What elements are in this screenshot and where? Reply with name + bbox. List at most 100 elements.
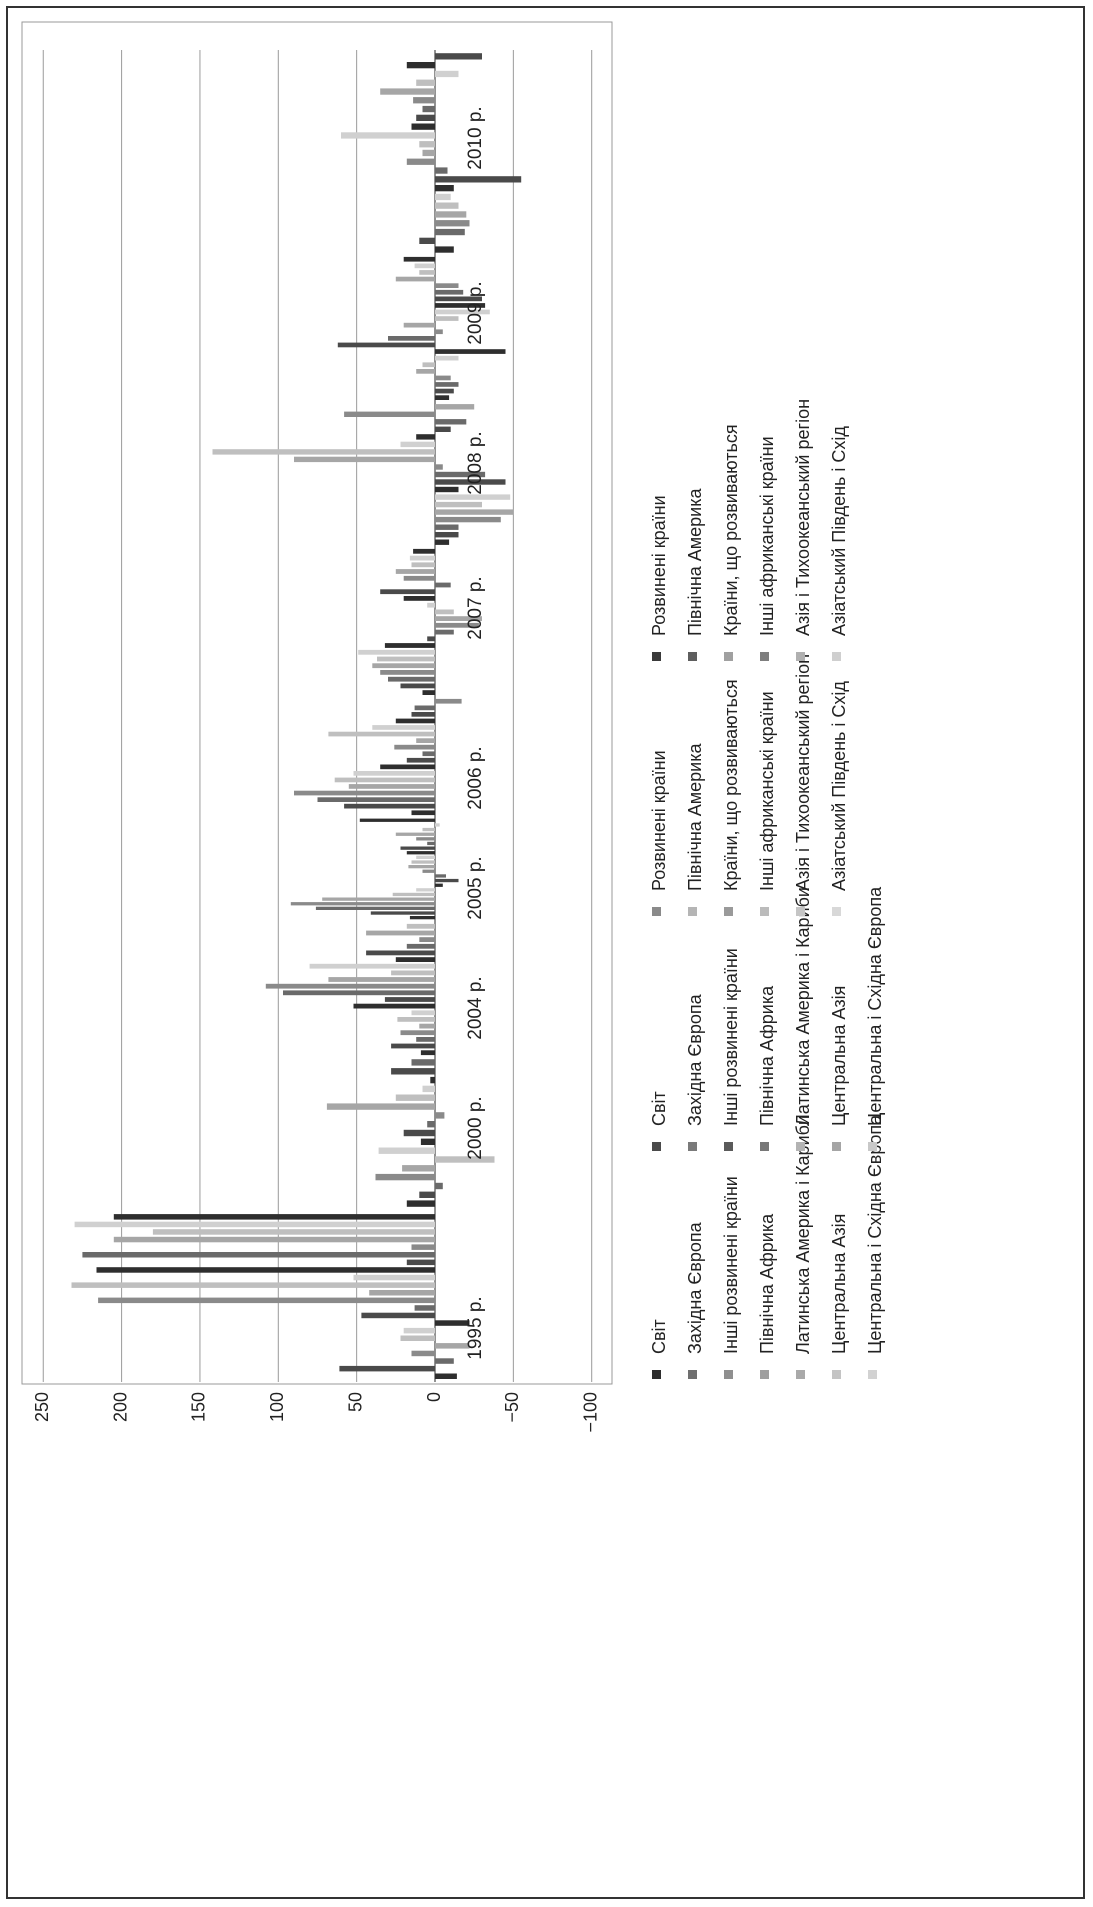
bar (416, 837, 435, 841)
bar (435, 609, 454, 615)
bar (416, 888, 435, 892)
bar (435, 426, 451, 432)
y-tick-label: 100 (267, 1392, 287, 1422)
bar (403, 1327, 435, 1334)
bar (420, 1050, 435, 1056)
bar (414, 705, 435, 711)
bar (353, 1003, 435, 1009)
bar (403, 575, 435, 581)
bar (400, 683, 435, 689)
bar (435, 1112, 445, 1119)
bar (435, 329, 443, 335)
bar (344, 803, 435, 809)
bar (377, 656, 435, 662)
bar (406, 158, 435, 165)
bar (435, 388, 454, 394)
plot-area-border (21, 21, 613, 1385)
bar (435, 479, 506, 485)
legend-swatch (688, 1370, 697, 1379)
legend-label: Латинська Америка і Кариби (793, 887, 813, 1126)
legend-label: Латинська Америка і Кариби (793, 1115, 813, 1354)
bar (113, 1236, 436, 1243)
y-tick-label: 150 (189, 1392, 209, 1422)
bar (96, 1267, 435, 1273)
legend-label: Світ (649, 1319, 669, 1354)
legend-label: Країни, що розвиваються (721, 424, 741, 636)
bar (384, 997, 435, 1002)
legend-swatch (724, 652, 733, 661)
bar (397, 1017, 435, 1022)
bar (391, 970, 435, 976)
bar (419, 270, 435, 275)
bar (422, 690, 435, 695)
bar (315, 906, 435, 910)
bar (391, 1043, 435, 1049)
bar (403, 322, 435, 328)
bar (71, 1282, 435, 1288)
bar (435, 70, 459, 78)
bar (411, 1010, 435, 1016)
bar (294, 790, 435, 796)
bar (414, 1305, 435, 1311)
bar (435, 382, 459, 387)
bar (411, 860, 435, 864)
legend-swatch (796, 907, 805, 916)
bar (372, 663, 435, 669)
bar (359, 818, 435, 822)
bar (422, 1085, 435, 1093)
bar (435, 375, 451, 381)
bar (435, 289, 464, 295)
bar (378, 1147, 435, 1154)
bar (328, 731, 435, 737)
bars (71, 53, 522, 1379)
bar (422, 149, 435, 157)
period-label: 2007 р. (465, 576, 486, 639)
y-tick-label: −50 (502, 1392, 522, 1423)
bar (416, 434, 435, 440)
bar (380, 764, 435, 770)
legend-swatch (652, 652, 661, 661)
bar (435, 220, 470, 227)
legend: Світ Західна Європа Інші розвинені країни П… (649, 399, 885, 1379)
bar (366, 930, 435, 936)
bar (435, 539, 450, 545)
legend-swatch (760, 1370, 769, 1379)
bar (435, 629, 454, 635)
bar (403, 596, 435, 601)
legend-label: Північна Америка (685, 488, 705, 636)
legend-label: Центральна Азія (829, 1214, 849, 1354)
bar (339, 1365, 435, 1372)
bar (341, 132, 435, 139)
bar (380, 589, 435, 595)
bar (380, 88, 435, 95)
legend-swatch (832, 652, 841, 661)
legend-label: Центральна і Східна Європа (865, 1114, 885, 1354)
bar (435, 524, 459, 530)
bar (435, 471, 486, 478)
bar (366, 950, 435, 956)
y-tick-label: −100 (580, 1392, 600, 1433)
bar (411, 712, 435, 717)
legend-label: Інші африканські країни (757, 691, 777, 891)
legend-swatch (688, 1142, 697, 1151)
bar (358, 649, 435, 655)
bar (290, 902, 435, 906)
legend-label: Інші африканські країни (757, 436, 777, 636)
bar (435, 176, 522, 183)
bar (422, 827, 435, 832)
bar (392, 892, 435, 897)
bar (420, 1138, 435, 1145)
period-label: 2005 р. (465, 856, 486, 919)
bar (435, 303, 486, 308)
bar (435, 228, 465, 236)
legend-label: Центральна Азія (829, 986, 849, 1126)
legend-label: Розвинені країни (649, 750, 669, 891)
bar (317, 797, 435, 802)
bar (419, 141, 435, 148)
bar (435, 532, 459, 538)
bar (369, 1290, 435, 1296)
bar (435, 167, 448, 174)
bar (406, 757, 435, 763)
legend-label: Розвинені країни (649, 495, 669, 636)
gridlines (21, 21, 613, 1385)
